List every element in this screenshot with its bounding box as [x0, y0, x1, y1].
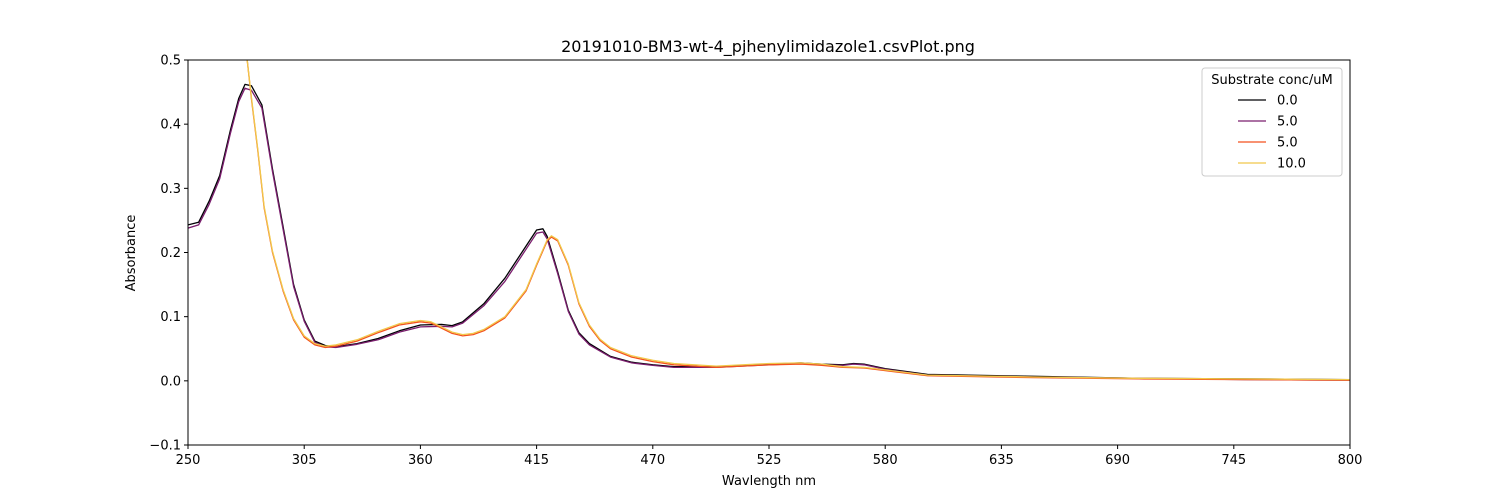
x-tick-label-360: 360 [408, 453, 433, 468]
y-tick-label-0: −0.1 [149, 439, 181, 454]
x-tick-label-470: 470 [640, 453, 665, 468]
x-tick-label-250: 250 [176, 453, 201, 468]
y-tick-label-2: 0.1 [160, 310, 181, 325]
y-axis: −0.1 0.0 0.1 0.2 0.3 0.4 0.5 [149, 54, 188, 454]
legend-label-3: 10.0 [1277, 157, 1306, 172]
legend-label-0: 0.0 [1277, 94, 1298, 109]
plot-frame [187, 59, 1351, 446]
series-layer [188, 60, 1350, 381]
y-tick-label-1: 0.0 [160, 374, 181, 389]
y-tick-label-3: 0.2 [160, 246, 181, 261]
plot-area [187, 59, 1351, 446]
chart-title: 20191010-BM3-wt-4_pjhenylimidazole1.csvP… [561, 37, 975, 57]
legend: Substrate conc/uM 0.0 5.0 5.0 10.0 [1201, 67, 1343, 177]
x-tick-label-635: 635 [989, 453, 1014, 468]
x-tick-label-305: 305 [292, 453, 317, 468]
x-tick-label-800: 800 [1338, 453, 1363, 468]
legend-label-2: 5.0 [1277, 136, 1298, 151]
y-tick-label-6: 0.5 [160, 54, 181, 69]
legend-title: Substrate conc/uM [1211, 73, 1332, 88]
x-axis: 250 305 360 415 470 525 580 635 690 745 800 [176, 445, 1363, 468]
x-tick-label-415: 415 [524, 453, 549, 468]
x-tick-label-690: 690 [1105, 453, 1130, 468]
y-axis-title: Absorbance [124, 215, 139, 292]
series-line-1 [188, 87, 1350, 381]
legend-label-1: 5.0 [1277, 115, 1298, 130]
legend-entries: 0.0 5.0 5.0 10.0 [1238, 94, 1306, 172]
x-tick-label-525: 525 [757, 453, 782, 468]
series-line-0 [188, 83, 1350, 381]
y-tick-label-4: 0.3 [160, 182, 181, 197]
x-axis-title: Wavlength nm [722, 474, 816, 489]
series-line-2 [246, 60, 1350, 381]
legend-box [1201, 67, 1343, 177]
x-tick-label-745: 745 [1221, 453, 1246, 468]
y-tick-label-5: 0.4 [160, 118, 181, 133]
series-line-3 [246, 60, 1350, 381]
x-tick-label-580: 580 [873, 453, 898, 468]
